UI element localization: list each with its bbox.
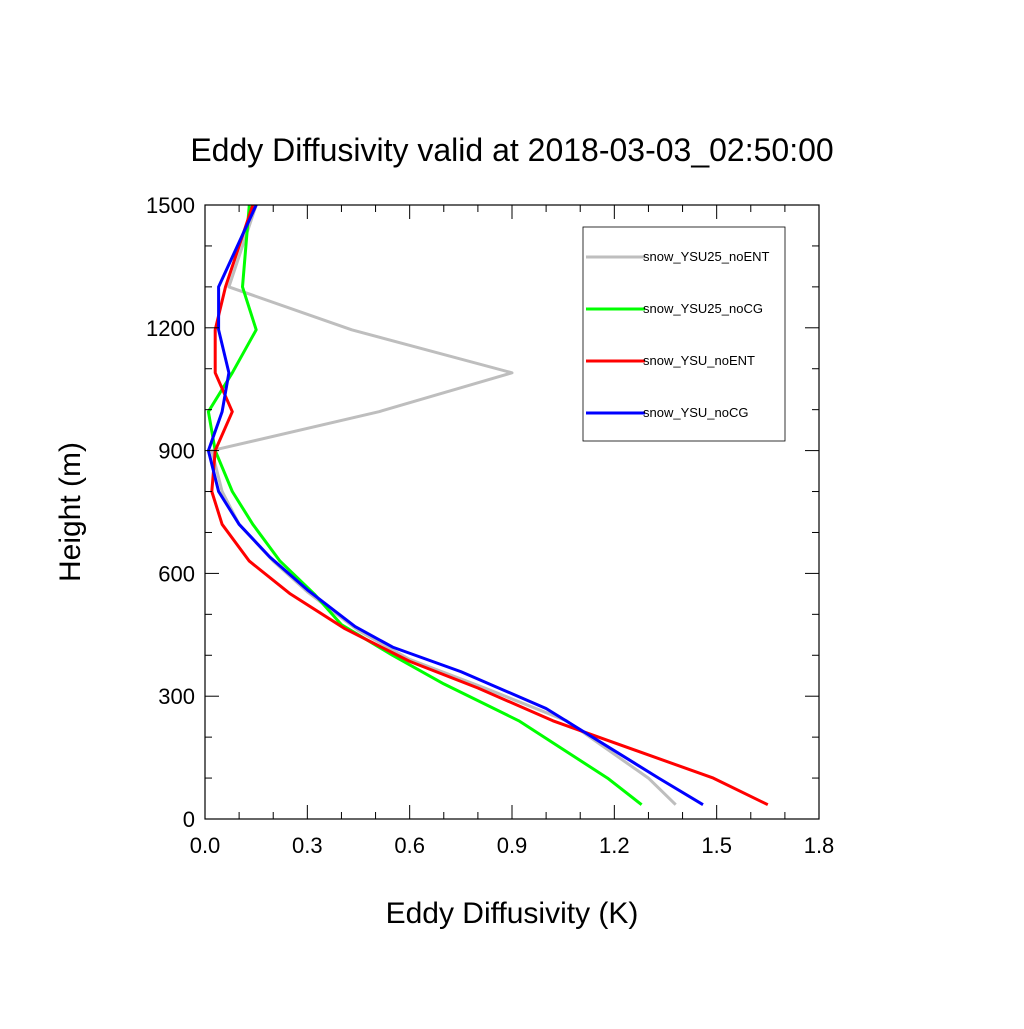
- x-tick-label: 1.2: [599, 833, 630, 858]
- y-tick-label: 1200: [146, 316, 195, 341]
- x-tick-label: 0.3: [292, 833, 323, 858]
- x-tick-label: 1.8: [804, 833, 835, 858]
- y-tick-label: 0: [183, 807, 195, 832]
- legend-label-2: snow_YSU_noENT: [643, 353, 755, 368]
- legend-label-0: snow_YSU25_noENT: [643, 249, 770, 264]
- x-axis-label: Eddy Diffusivity (K): [386, 897, 639, 930]
- x-tick-label: 0.6: [394, 833, 425, 858]
- legend-label-1: snow_YSU25_noCG: [643, 301, 763, 316]
- legend: snow_YSU25_noENT snow_YSU25_noCG snow_YSU_…: [582, 226, 786, 442]
- legend-label-3: snow_YSU_noCG: [643, 405, 749, 420]
- plot-area: 0.0 0.3 0.6 0.9 1.2 1.5 1.8 0 300 600 900 1200 1500: [146, 193, 834, 858]
- x-tick-label: 0.0: [190, 833, 221, 858]
- y-tick-label: 1500: [146, 193, 195, 218]
- y-axis-label: Height (m): [54, 442, 87, 582]
- series-line-1: [206, 204, 643, 806]
- legend-box: [582, 226, 786, 442]
- y-tick-label: 600: [158, 561, 195, 586]
- series-line-3: [206, 204, 704, 806]
- y-tick-label: 900: [158, 439, 195, 464]
- series-line-2: [210, 204, 769, 807]
- x-tick-label: 0.9: [497, 833, 528, 858]
- x-tick-label: 1.5: [701, 833, 732, 858]
- chart-title: Eddy Diffusivity valid at 2018-03-03_02:…: [190, 132, 833, 168]
- y-tick-label: 300: [158, 684, 195, 709]
